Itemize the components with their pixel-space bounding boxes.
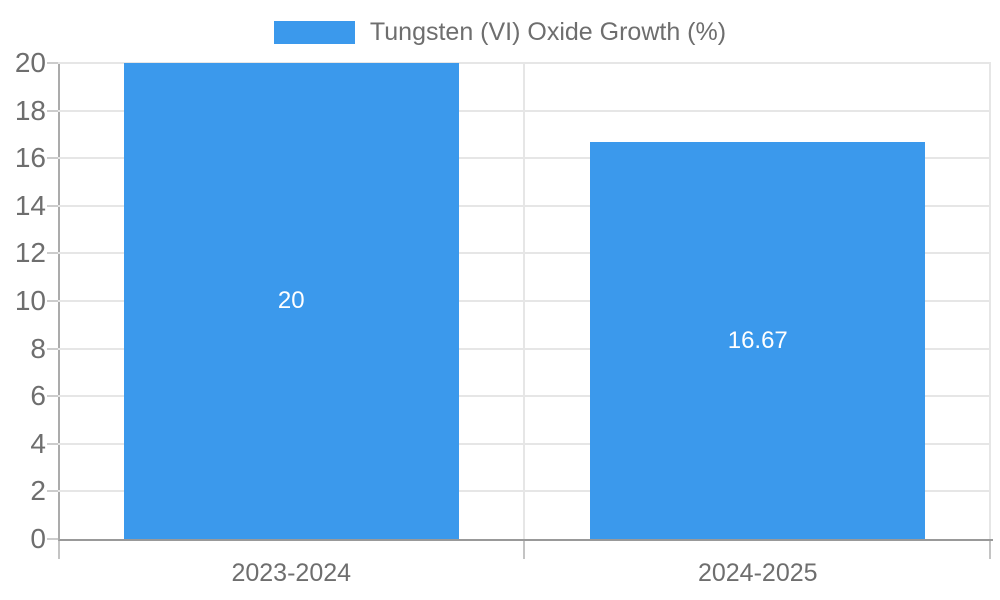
y-tick-mark [47, 62, 58, 64]
gridline-y [58, 252, 991, 255]
legend-swatch [273, 20, 355, 44]
y-axis-label: 16 [14, 142, 46, 174]
y-axis-label: 8 [30, 332, 46, 364]
y-tick-mark [47, 109, 58, 112]
y-axis-label: 18 [14, 94, 46, 126]
y-axis-label: 4 [30, 427, 46, 459]
gridline-y [58, 157, 991, 160]
bar[interactable]: 16.67 [590, 142, 926, 539]
y-tick-mark [47, 442, 58, 445]
y-axis-label: 10 [14, 285, 46, 316]
plot-right-border [989, 63, 991, 539]
legend-label: Tungsten (VI) Oxide Growth (%) [369, 17, 727, 46]
y-tick-mark [47, 300, 58, 302]
gridline-y [58, 300, 991, 302]
y-tick-mark [47, 204, 58, 207]
legend[interactable]: Tungsten (VI) Oxide Growth (%) [0, 14, 1000, 50]
x-axis-label: 2023-2024 [231, 559, 352, 587]
gridline-y [58, 204, 991, 207]
gridline-y [58, 395, 991, 398]
gridline-y [58, 442, 991, 445]
y-tick-mark [47, 490, 58, 493]
gridline-y [58, 490, 991, 493]
gridline-y [58, 62, 991, 64]
x-tick-mark [989, 541, 991, 559]
x-axis-label: 2024-2025 [697, 559, 818, 587]
y-axis-label: 14 [14, 189, 46, 221]
category-separator [522, 63, 525, 539]
y-axis-label: 0 [30, 523, 46, 554]
y-tick-mark [47, 395, 58, 398]
y-axis-label: 12 [14, 237, 46, 269]
plot-area [58, 63, 993, 541]
y-tick-mark [47, 157, 58, 160]
bar-value-label: 20 [277, 287, 305, 314]
y-axis-label: 6 [30, 380, 46, 412]
y-axis-label: 20 [14, 47, 46, 78]
y-tick-mark [47, 538, 58, 540]
gridline-y [58, 109, 991, 112]
y-tick-mark [47, 347, 58, 350]
gridline-y [58, 347, 991, 350]
bar[interactable]: 20 [123, 63, 459, 539]
y-tick-mark [47, 252, 58, 255]
y-axis-label: 2 [30, 475, 46, 507]
x-tick-mark [58, 541, 60, 559]
bar-value-label: 16.67 [727, 326, 788, 354]
x-tick-mark [522, 541, 525, 559]
